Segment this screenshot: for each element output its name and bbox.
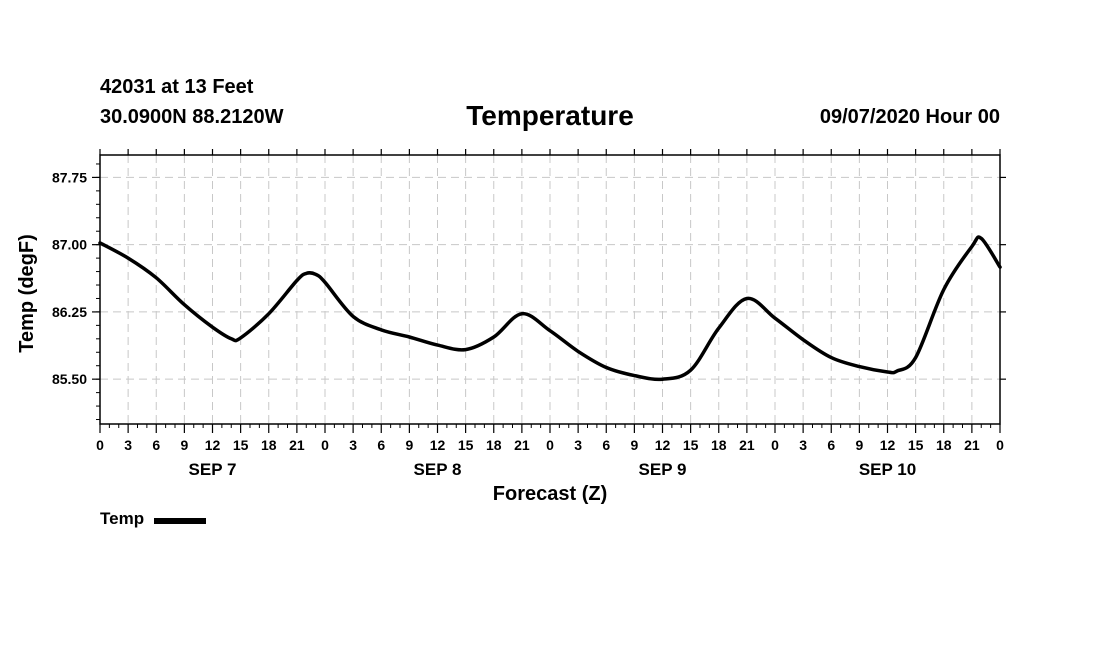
- x-tick-label: 15: [683, 437, 699, 453]
- x-tick-label: 0: [96, 437, 104, 453]
- x-tick-label: 12: [655, 437, 671, 453]
- legend-label-temp: Temp: [100, 509, 145, 528]
- x-tick-label: 15: [233, 437, 249, 453]
- y-axis-title: Temp (degF): [16, 234, 38, 353]
- x-tick-label: 15: [458, 437, 474, 453]
- grid: [100, 155, 1000, 424]
- x-tick-label: 6: [152, 437, 160, 453]
- x-tick-label: 18: [261, 437, 277, 453]
- chart-title: Temperature: [466, 100, 634, 131]
- series-line-temp: [98, 235, 1002, 382]
- x-tick-label: 6: [377, 437, 385, 453]
- x-tick-label: 21: [514, 437, 530, 453]
- x-tick-label: 12: [880, 437, 896, 453]
- y-tick-label: 87.75: [52, 169, 87, 185]
- y-tick-label: 85.50: [52, 371, 87, 387]
- x-tick-label: 3: [799, 437, 807, 453]
- axis-ticks: [92, 149, 1006, 433]
- x-tick-label: 0: [546, 437, 554, 453]
- x-tick-label: 12: [430, 437, 446, 453]
- x-axis-title: Forecast (Z): [493, 483, 607, 505]
- day-label: SEP 7: [189, 460, 237, 479]
- x-tick-label: 9: [855, 437, 863, 453]
- x-tick-label: 21: [289, 437, 305, 453]
- day-label: SEP 8: [414, 460, 462, 479]
- x-tick-label: 6: [827, 437, 835, 453]
- x-tick-label: 18: [936, 437, 952, 453]
- x-tick-label: 0: [996, 437, 1004, 453]
- x-tick-label: 9: [180, 437, 188, 453]
- x-tick-label: 18: [711, 437, 727, 453]
- x-tick-label: 21: [964, 437, 980, 453]
- x-tick-label: 15: [908, 437, 924, 453]
- day-label: SEP 9: [639, 460, 687, 479]
- coordinates-label: 30.0900N 88.2120W: [100, 106, 284, 128]
- x-tick-label: 12: [205, 437, 221, 453]
- x-tick-label: 6: [602, 437, 610, 453]
- x-tick-label: 3: [574, 437, 582, 453]
- y-tick-label: 87.00: [52, 237, 87, 253]
- x-tick-label: 18: [486, 437, 502, 453]
- legend-swatch-temp: [154, 517, 207, 524]
- y-tick-label: 86.25: [52, 304, 87, 320]
- x-tick-label: 0: [321, 437, 329, 453]
- legend: Temp: [100, 509, 207, 529]
- x-tick-label: 9: [405, 437, 413, 453]
- axis-labels: 0 3 6 9 12 15 18 21 0 3 6 9 12 15 18 21 0 3 6 9 12 15 18 21 0 3 6 9…: [52, 169, 1004, 479]
- x-tick-label: 9: [630, 437, 638, 453]
- x-tick-label: 21: [739, 437, 755, 453]
- station-label: 42031 at 13 Feet: [100, 76, 254, 98]
- run-time-label: 09/07/2020 Hour 00: [819, 106, 1000, 128]
- day-label: SEP 10: [859, 460, 916, 479]
- x-tick-label: 3: [349, 437, 357, 453]
- x-tick-label: 0: [771, 437, 779, 453]
- x-tick-label: 3: [124, 437, 132, 453]
